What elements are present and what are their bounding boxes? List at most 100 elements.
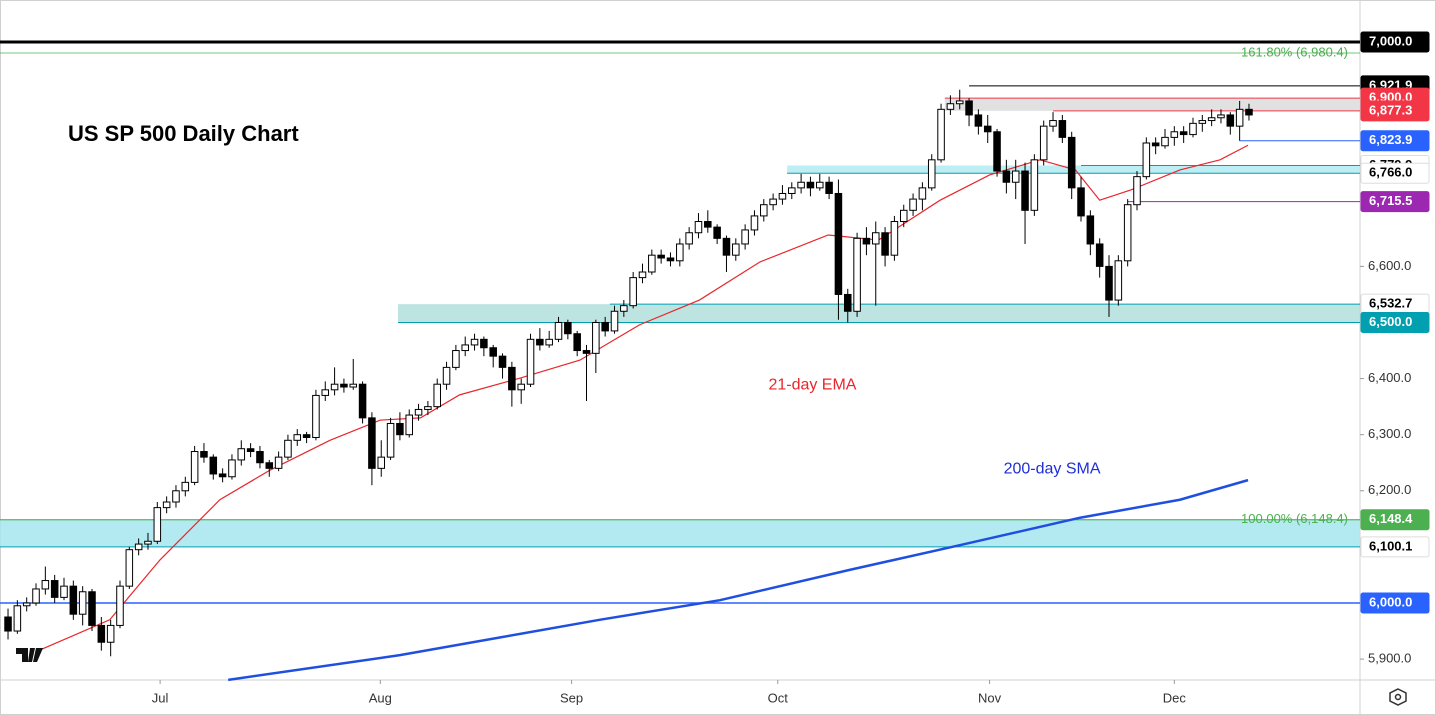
candle-body — [13, 605, 22, 632]
candle-body — [1021, 170, 1029, 211]
candle-body — [200, 451, 208, 458]
candle-body — [526, 338, 535, 385]
candle-body — [181, 481, 190, 492]
x-tick-label: Jul — [152, 690, 169, 705]
level-label: 6,877.3 — [1369, 102, 1412, 117]
candle-body — [722, 237, 731, 256]
candle-body — [116, 585, 124, 626]
candle-body — [162, 501, 171, 509]
level-label: 6,100.1 — [1369, 538, 1412, 553]
candle-body — [1105, 265, 1113, 301]
candle-body — [97, 624, 106, 643]
candle-body — [396, 422, 404, 436]
indicator-line — [228, 478, 1249, 682]
candle-body — [88, 591, 96, 626]
level-label-box — [1360, 592, 1430, 614]
candle-body — [1161, 136, 1169, 147]
y-tick-label: 6,600.0 — [1368, 258, 1411, 273]
y-tick-label: 6,300.0 — [1368, 426, 1411, 441]
candle-body — [1095, 243, 1104, 267]
candle-body — [853, 237, 861, 312]
candle-body — [405, 414, 413, 436]
level-label: 6,000.0 — [1369, 594, 1412, 609]
candle-body — [368, 417, 376, 469]
candle-body — [321, 389, 330, 396]
candle-body — [797, 181, 805, 189]
level-label: 6,715.5 — [1369, 193, 1412, 208]
candle-body — [1114, 260, 1123, 301]
fib-label: 100.00% (6,148.4) — [1241, 511, 1348, 526]
candle-body — [274, 456, 283, 469]
candle-body — [1245, 108, 1253, 116]
candle-body — [302, 434, 311, 438]
candle-body — [386, 422, 395, 458]
candle-body — [778, 192, 787, 200]
candle-body — [1086, 215, 1095, 245]
x-tick-label: Aug — [369, 690, 392, 705]
candle-body — [1002, 170, 1011, 183]
fib-label: 161.80% (6,980.4) — [1241, 44, 1348, 59]
candle-body — [825, 181, 833, 194]
candle-body — [1077, 187, 1085, 217]
candle-body — [228, 459, 236, 478]
candle-body — [750, 215, 759, 231]
candle-body — [209, 456, 218, 475]
candle-body — [517, 383, 525, 391]
logo — [16, 648, 43, 662]
candle-body — [834, 192, 843, 295]
zone — [944, 98, 1360, 111]
candle-body — [41, 580, 50, 590]
candle-body — [1198, 120, 1207, 124]
candle-body — [573, 333, 581, 352]
candle-body — [1133, 176, 1141, 206]
candle-body — [666, 257, 675, 262]
level-label-box — [1360, 536, 1430, 558]
candle-body — [340, 383, 348, 388]
candle-body — [293, 434, 302, 441]
candle-body — [50, 580, 59, 598]
candle-body — [237, 448, 246, 461]
candle-body — [265, 462, 274, 469]
plot — [0, 40, 1360, 682]
candle-body — [144, 540, 152, 545]
candle-body — [1217, 114, 1225, 119]
candle-body — [704, 221, 712, 228]
candle-body — [582, 350, 591, 354]
level-label-box — [1360, 509, 1430, 531]
candle-body — [1123, 204, 1132, 262]
candle-body — [918, 187, 927, 200]
level-label: 6,766.0 — [1369, 165, 1412, 180]
level-label: 6,500.0 — [1369, 314, 1412, 329]
candle-body — [60, 585, 68, 598]
candle-body — [414, 408, 423, 416]
candle-body — [190, 451, 199, 483]
candle-body — [974, 114, 983, 127]
candle-body — [69, 585, 78, 615]
candle-body — [433, 383, 441, 408]
candle-body — [983, 125, 992, 133]
candle-body — [256, 451, 264, 464]
candle-body — [760, 204, 768, 217]
candle-body — [564, 321, 572, 335]
candle-body — [741, 229, 749, 245]
candle-body — [545, 338, 553, 346]
candle-body — [685, 232, 693, 245]
y-tick-label: 6,400.0 — [1368, 370, 1411, 385]
level-label-box — [1360, 130, 1430, 152]
zone — [398, 304, 1360, 323]
annotation: 21-day EMA — [768, 377, 856, 394]
candle-body — [965, 100, 973, 116]
candle-body — [1151, 142, 1160, 147]
candle-body — [1226, 114, 1235, 127]
candle-body — [862, 237, 871, 245]
level-label-box — [1360, 100, 1430, 122]
level-label: 6,532.7 — [1369, 296, 1412, 311]
candle-body — [610, 310, 619, 332]
settings-icon[interactable] — [1389, 688, 1407, 706]
candle-body — [489, 347, 497, 357]
candle-body — [480, 338, 488, 349]
candle-body — [629, 277, 637, 307]
level-label: 6,823.9 — [1369, 132, 1412, 147]
candle-body — [1207, 117, 1216, 122]
